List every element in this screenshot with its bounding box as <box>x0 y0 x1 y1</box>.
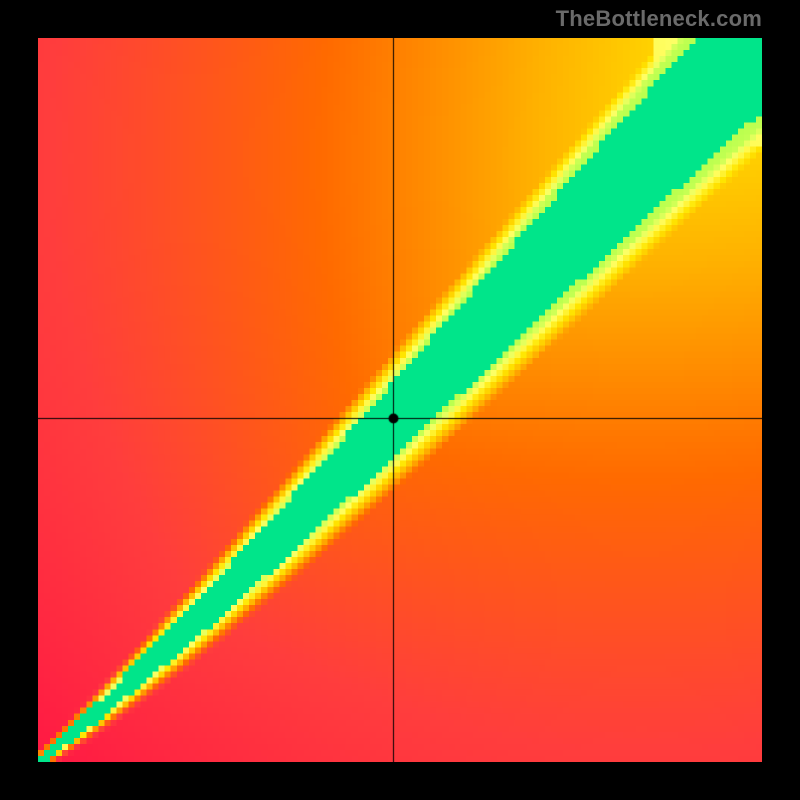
watermark-text: TheBottleneck.com <box>556 6 762 32</box>
chart-container: TheBottleneck.com <box>0 0 800 800</box>
crosshair-overlay <box>38 38 762 762</box>
